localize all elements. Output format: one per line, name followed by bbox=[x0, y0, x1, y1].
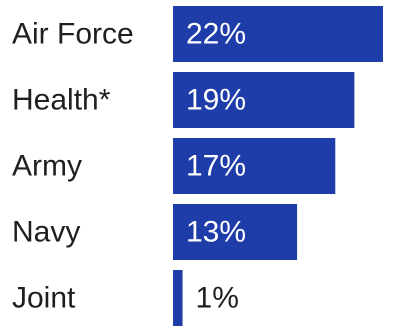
value-label: 22% bbox=[186, 18, 246, 51]
value-label: 1% bbox=[196, 282, 239, 315]
bar-navy bbox=[173, 204, 298, 260]
bar-air-force bbox=[173, 6, 383, 62]
bar-health bbox=[173, 72, 355, 128]
category-label: Army bbox=[12, 150, 82, 183]
bar-army bbox=[173, 138, 336, 194]
value-label: 19% bbox=[186, 84, 246, 117]
category-label: Air Force bbox=[12, 18, 134, 51]
value-label: 17% bbox=[186, 150, 246, 183]
bar-joint bbox=[173, 270, 183, 326]
category-label: Joint bbox=[12, 282, 76, 315]
category-label: Navy bbox=[12, 216, 80, 249]
category-label: Health* bbox=[12, 84, 111, 117]
value-label: 13% bbox=[186, 216, 246, 249]
